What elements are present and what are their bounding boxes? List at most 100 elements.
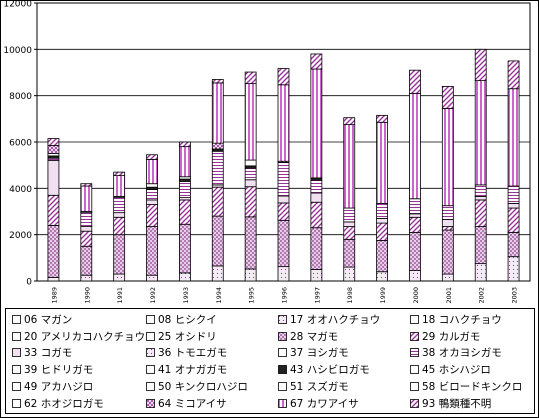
legend-label: 41 オナガガモ [158,364,228,377]
legend-label: 17 オオハクチョウ [290,314,381,326]
bar-segment [409,69,421,94]
bar-segment [343,124,356,209]
bar-segment [376,240,389,273]
legend-swatch [12,398,21,408]
x-tick-labels: 1989 1990 1991 1992 1993 1994 1995 1996 1997 1998… [50,287,518,304]
bar-segment [47,224,60,278]
bar-segment [343,207,356,223]
bar-segment [277,195,290,204]
bar-segment [80,230,93,247]
bar-segment [277,84,290,162]
x-tick-label: 1991 [116,287,124,304]
legend-swatch [410,365,419,374]
legend-swatch [278,398,287,408]
legend-label: 37 ヨシガモ [290,347,349,360]
bar-segment [507,88,520,187]
bar-segment [47,138,60,146]
bar-segment [178,199,191,225]
bar-segment [146,189,158,201]
x-tick-label: 1992 [149,287,157,304]
bar-segment [277,68,290,86]
legend-swatch [12,365,21,374]
bar-segment [441,229,454,275]
legend-label: 49 アカハジロ [24,380,94,393]
bar-segment [47,277,60,282]
bars [47,48,520,282]
bar-segment [409,270,421,282]
legend-swatch [146,398,155,408]
legend-label: 50 キンクロハジロ [158,380,248,393]
bar-segment [310,269,323,282]
legend-swatch [410,398,419,408]
bar-segment [441,226,454,231]
bar-segment [113,234,126,275]
legend-label: 25 オシドリ [158,330,217,343]
legend-swatch [146,331,155,341]
legend-swatch [410,331,419,341]
bar-segment [474,263,487,282]
legend-label: 67 カワアイサ [290,397,359,410]
y-tick-label: 4000 [9,185,32,195]
legend-label: 28 マガモ [290,330,339,343]
x-tick-label: 1990 [83,287,91,304]
bar-segment [376,114,389,123]
legend-label: 08 ヒシクイ [158,314,217,326]
bar-segment [474,196,487,201]
bar-segment [376,202,389,219]
bar-segment [343,266,356,282]
bar-segment [507,231,520,258]
bar-segment [244,167,257,181]
bar-segment [474,199,487,227]
x-tick-label: 2003 [511,287,519,304]
y-tick-label: 8000 [9,92,32,102]
legend-label: 29 カルガモ [422,330,481,343]
bar-segment [244,216,257,270]
legend-swatch [410,381,419,391]
legend-label: 64 ミコアイサ [158,397,227,410]
bar-segment [146,199,158,205]
legend-swatch [12,315,21,324]
legend-label: 51 スズガモ [290,380,349,393]
bar-segment [310,201,323,229]
bar-segment [441,219,454,227]
x-tick-label: 1994 [215,287,223,304]
bar-segment [80,185,93,212]
x-tick-label: 1996 [281,287,289,304]
bar-segment [376,271,389,282]
x-tick-label: 1993 [182,287,190,304]
bar-segment [310,179,323,194]
bar-segment [277,219,290,268]
bar-segment [409,216,421,233]
bar-segment [146,274,158,282]
bar-segment [244,186,257,218]
bar-segment [409,231,421,271]
bar-segment [507,207,520,233]
legend-label: 18 コハクチョウ [422,314,502,326]
legend-label: 45 ホシハジロ [422,364,491,377]
legend-swatch [12,348,21,358]
bar-segment [113,273,126,282]
bar-segment [474,80,487,186]
x-tick-label: 1997 [313,287,321,304]
legend-swatch [12,381,21,391]
bar-segment [146,183,158,188]
bar-segment [80,226,93,232]
bar-segment [441,108,454,207]
bar-segment [441,273,454,282]
bar-segment [146,154,158,160]
bar-segment [211,215,224,267]
legend-label: 62 ホオジロガモ [24,397,104,410]
legend-swatch [410,315,419,324]
bar-segment [376,222,389,241]
bar-segment [474,48,487,82]
x-tick-label: 2001 [445,287,453,304]
bar-segment [409,92,421,200]
bar-segment [343,117,356,126]
legend-swatch [12,331,21,341]
bar-segment [80,212,93,227]
y-tick-label: 2000 [9,231,32,241]
y-tick-label: 10000 [3,46,32,56]
bar-segment [178,146,191,178]
bar-segment [244,71,257,85]
bar-segment [310,192,323,203]
